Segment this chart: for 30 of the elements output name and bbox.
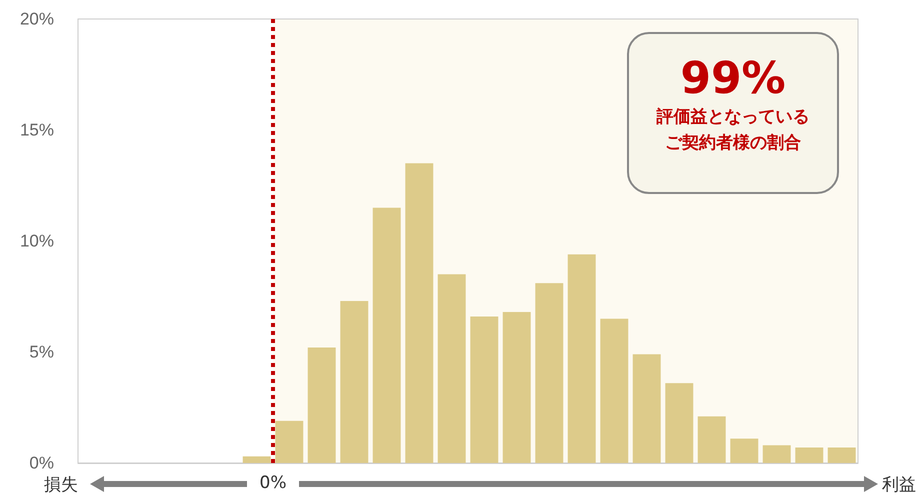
y-tick-label: 5% bbox=[29, 342, 54, 362]
bar bbox=[340, 300, 368, 463]
bar bbox=[762, 445, 791, 463]
bar bbox=[275, 420, 304, 463]
y-tick-label: 0% bbox=[29, 454, 54, 472]
bar bbox=[600, 318, 628, 463]
annotation: ご契約者様の割合 bbox=[664, 132, 802, 155]
bar bbox=[242, 456, 271, 463]
text: 0% bbox=[260, 473, 286, 493]
text: 損失 bbox=[44, 474, 78, 496]
bar bbox=[632, 354, 661, 463]
bar bbox=[405, 163, 434, 463]
bar bbox=[698, 416, 726, 463]
bar bbox=[535, 283, 564, 463]
text: 利益 bbox=[882, 474, 916, 496]
bar bbox=[502, 312, 531, 463]
bar bbox=[372, 208, 401, 463]
bar bbox=[828, 447, 856, 463]
annotation: 評価益となっている bbox=[655, 106, 810, 129]
bar bbox=[308, 348, 336, 463]
bar bbox=[470, 316, 498, 463]
y-tick-label: 10% bbox=[20, 232, 54, 250]
bar bbox=[730, 438, 758, 463]
annotation: 99% bbox=[679, 53, 787, 104]
y-tick-label: 15% bbox=[20, 120, 54, 140]
bar bbox=[795, 447, 824, 463]
bar bbox=[568, 254, 596, 463]
bar bbox=[438, 274, 466, 463]
bar bbox=[665, 383, 694, 463]
y-tick-label: 20% bbox=[20, 10, 54, 28]
